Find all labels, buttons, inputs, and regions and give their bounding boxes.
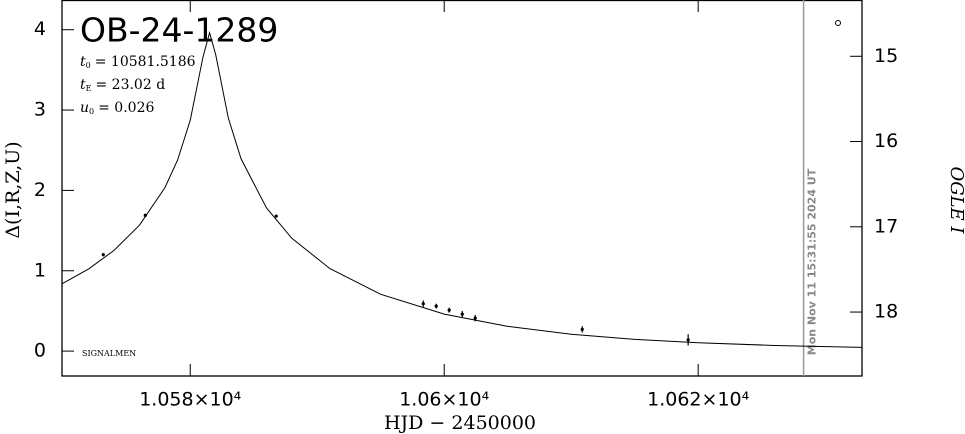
x-tick-label: 1.06×10⁴	[399, 389, 489, 411]
corner-marker	[835, 20, 841, 26]
data-point	[473, 316, 477, 320]
y2-tick-label: 17	[874, 215, 898, 237]
parameter-subscript: 0	[89, 107, 94, 116]
y-tick-label: 0	[34, 340, 46, 362]
parameter: tE = 23.02 d	[80, 77, 165, 93]
data-point	[447, 308, 451, 312]
credit: SIGNALMEN	[82, 349, 136, 358]
x-tick-label: 1.058×10⁴	[139, 389, 241, 411]
chart-title: OB-24-1289	[80, 11, 278, 50]
data-point	[460, 312, 464, 316]
time-marker-label: Mon Nov 11 15:31:55 2024 UT	[806, 168, 819, 355]
parameter-value: = 0.026	[98, 100, 154, 116]
x-tick-label: 1.062×10⁴	[647, 389, 749, 411]
data-point	[434, 304, 438, 308]
parameter-symbol: u	[80, 100, 89, 116]
parameter-subscript: E	[86, 84, 92, 93]
y2-axis-label: OGLE I	[946, 166, 965, 234]
x-axis-label: HJD − 2450000	[384, 412, 536, 434]
y2-tick-label: 15	[874, 45, 898, 67]
y-tick-label: 3	[34, 99, 46, 121]
y-tick-label: 2	[34, 179, 46, 201]
y-tick-label: 4	[34, 18, 46, 40]
data-point	[143, 213, 147, 217]
parameter: t0 = 10581.5186	[80, 54, 196, 70]
parameter-value: = 10581.5186	[95, 54, 196, 70]
data-point	[421, 302, 425, 306]
parameter-subscript: 0	[86, 61, 91, 70]
parameter-value: = 23.02 d	[95, 77, 165, 93]
data-point	[686, 338, 690, 342]
y2-tick-label: 16	[874, 130, 898, 152]
plot-frame	[61, 0, 863, 377]
data-point	[101, 253, 105, 257]
parameter: u0 = 0.026	[80, 100, 154, 116]
model-curve	[61, 30, 863, 348]
parameter-symbol: t	[80, 77, 86, 93]
parameter-symbol: t	[80, 54, 86, 70]
data-point	[580, 327, 584, 332]
data-point	[274, 214, 278, 218]
y-tick-label: 1	[34, 259, 46, 281]
y-axis-label: Δ(I,R,Z,U)	[2, 141, 24, 238]
y2-tick-label: 18	[874, 301, 898, 323]
